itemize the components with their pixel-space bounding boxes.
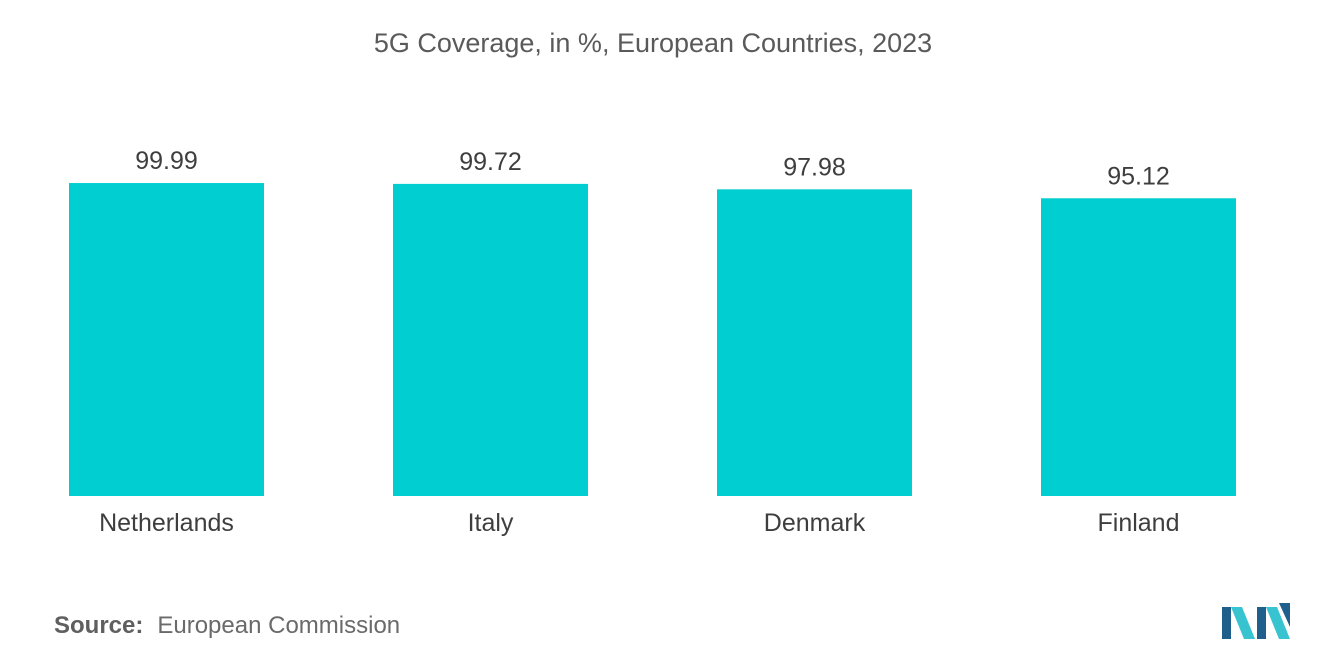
bar-netherlands — [69, 183, 264, 496]
category-label-italy: Italy — [468, 509, 514, 537]
value-label-finland: 95.12 — [1107, 162, 1170, 190]
source-value: European Commission — [157, 612, 401, 639]
value-label-denmark: 97.98 — [783, 153, 846, 181]
bar-denmark — [717, 189, 912, 496]
source-label: Source: — [54, 612, 144, 639]
category-labels-layer: Netherlands Italy Denmark Finland — [99, 509, 1179, 537]
bar-finland — [1041, 198, 1236, 496]
source-footer: Source: European Commission — [54, 612, 400, 640]
value-label-netherlands: 99.99 — [135, 147, 198, 175]
value-label-italy: 99.72 — [459, 148, 522, 176]
mordor-intelligence-logo-icon — [1222, 603, 1290, 639]
category-label-finland: Finland — [1098, 509, 1180, 537]
chart-title: 5G Coverage, in %, European Countries, 2… — [374, 28, 932, 58]
bar-italy — [393, 183, 588, 496]
category-label-netherlands: Netherlands — [99, 509, 234, 537]
bars-layer — [69, 183, 1236, 496]
category-label-denmark: Denmark — [764, 509, 866, 537]
value-labels-layer: 99.99 99.72 97.98 95.12 — [135, 147, 1170, 190]
